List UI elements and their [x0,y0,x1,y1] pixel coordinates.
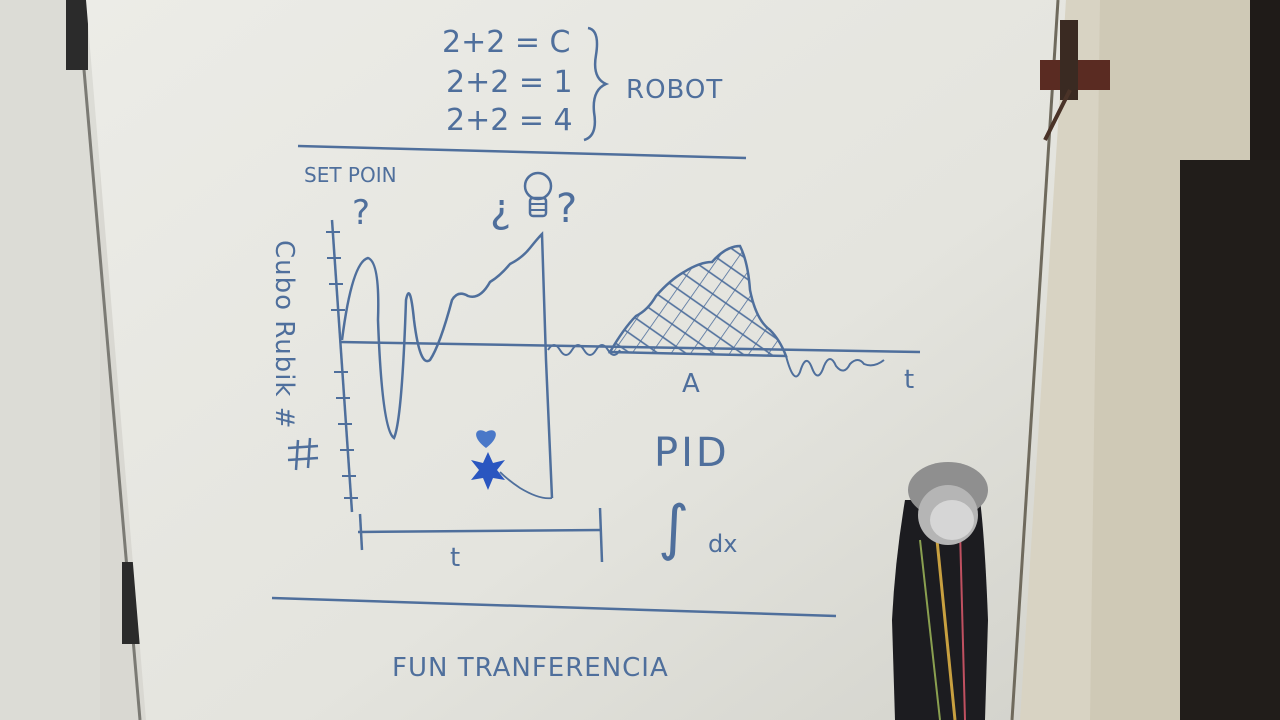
y-axis-label: Cubo Rubik # [269,240,299,430]
equation-3: 2+2 = 4 [446,103,573,138]
star-icon [471,452,505,490]
latch-icon [1040,20,1110,141]
robot-label: ROBOT [626,75,723,105]
response-curve [340,231,554,499]
pid-label: PID [654,430,730,476]
graph: A t t [326,219,921,573]
top-divider [297,144,747,160]
setpoint-question: ? [352,193,370,233]
peak-label: A [682,369,701,399]
left-wall [0,0,100,720]
idea-open-question: ¿ [490,186,511,232]
noise-right [785,355,885,378]
hash-icon [287,437,319,471]
integral-suffix: dx [708,530,737,558]
dark-shadow [1180,160,1280,720]
equations-block: 2+2 = C 2+2 = 1 2+2 = 4 ROBOT [442,25,723,142]
star-arrow [499,471,553,500]
time-span-right-cap [598,507,604,563]
time-span-left-cap [358,513,364,551]
equation-1: 2+2 = C [442,25,570,60]
curly-brace [583,26,610,142]
hinge-icon [66,0,88,70]
x-axis-label: t [904,365,915,395]
hatched-area [607,244,788,358]
noise-left [547,344,621,356]
bottom-divider [271,596,837,618]
lightbulb-icon [523,171,553,218]
y-axis-ticks [326,231,358,499]
time-span-label: t [450,543,461,573]
door-edge [1010,0,1060,720]
whiteboard-surface [86,0,1066,720]
idea-close-question: ? [556,186,577,232]
time-span-line [357,528,603,534]
bottom-label: FUN TRANFERENCIA [392,653,669,683]
heart-icon [476,430,496,448]
equation-2: 2+2 = 1 [446,65,573,100]
integral-symbol: ∫ [658,493,689,563]
setpoint-label: SET POIN [304,163,397,187]
door-knob-icon[interactable] [892,462,988,720]
y-axis [330,219,354,513]
